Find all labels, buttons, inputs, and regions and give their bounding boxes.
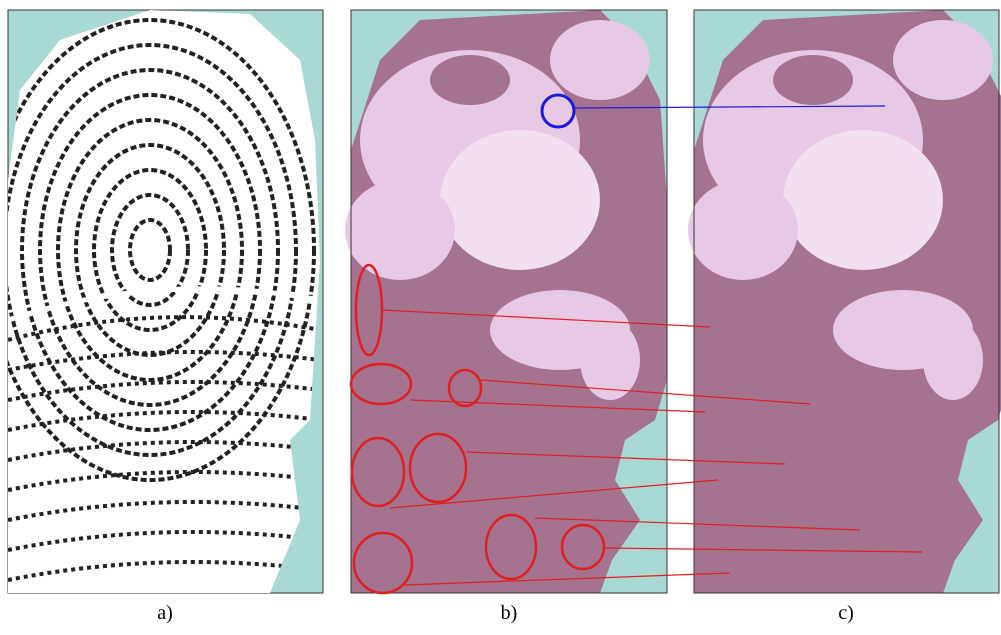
panel-label: a) (157, 602, 173, 624)
panel-c (688, 10, 1001, 593)
panel-label: c) (838, 602, 854, 624)
panel-b (345, 10, 667, 593)
figure: a) b) c) (0, 0, 1001, 630)
panel-label: b) (501, 602, 518, 624)
panel-a (0, 10, 323, 593)
